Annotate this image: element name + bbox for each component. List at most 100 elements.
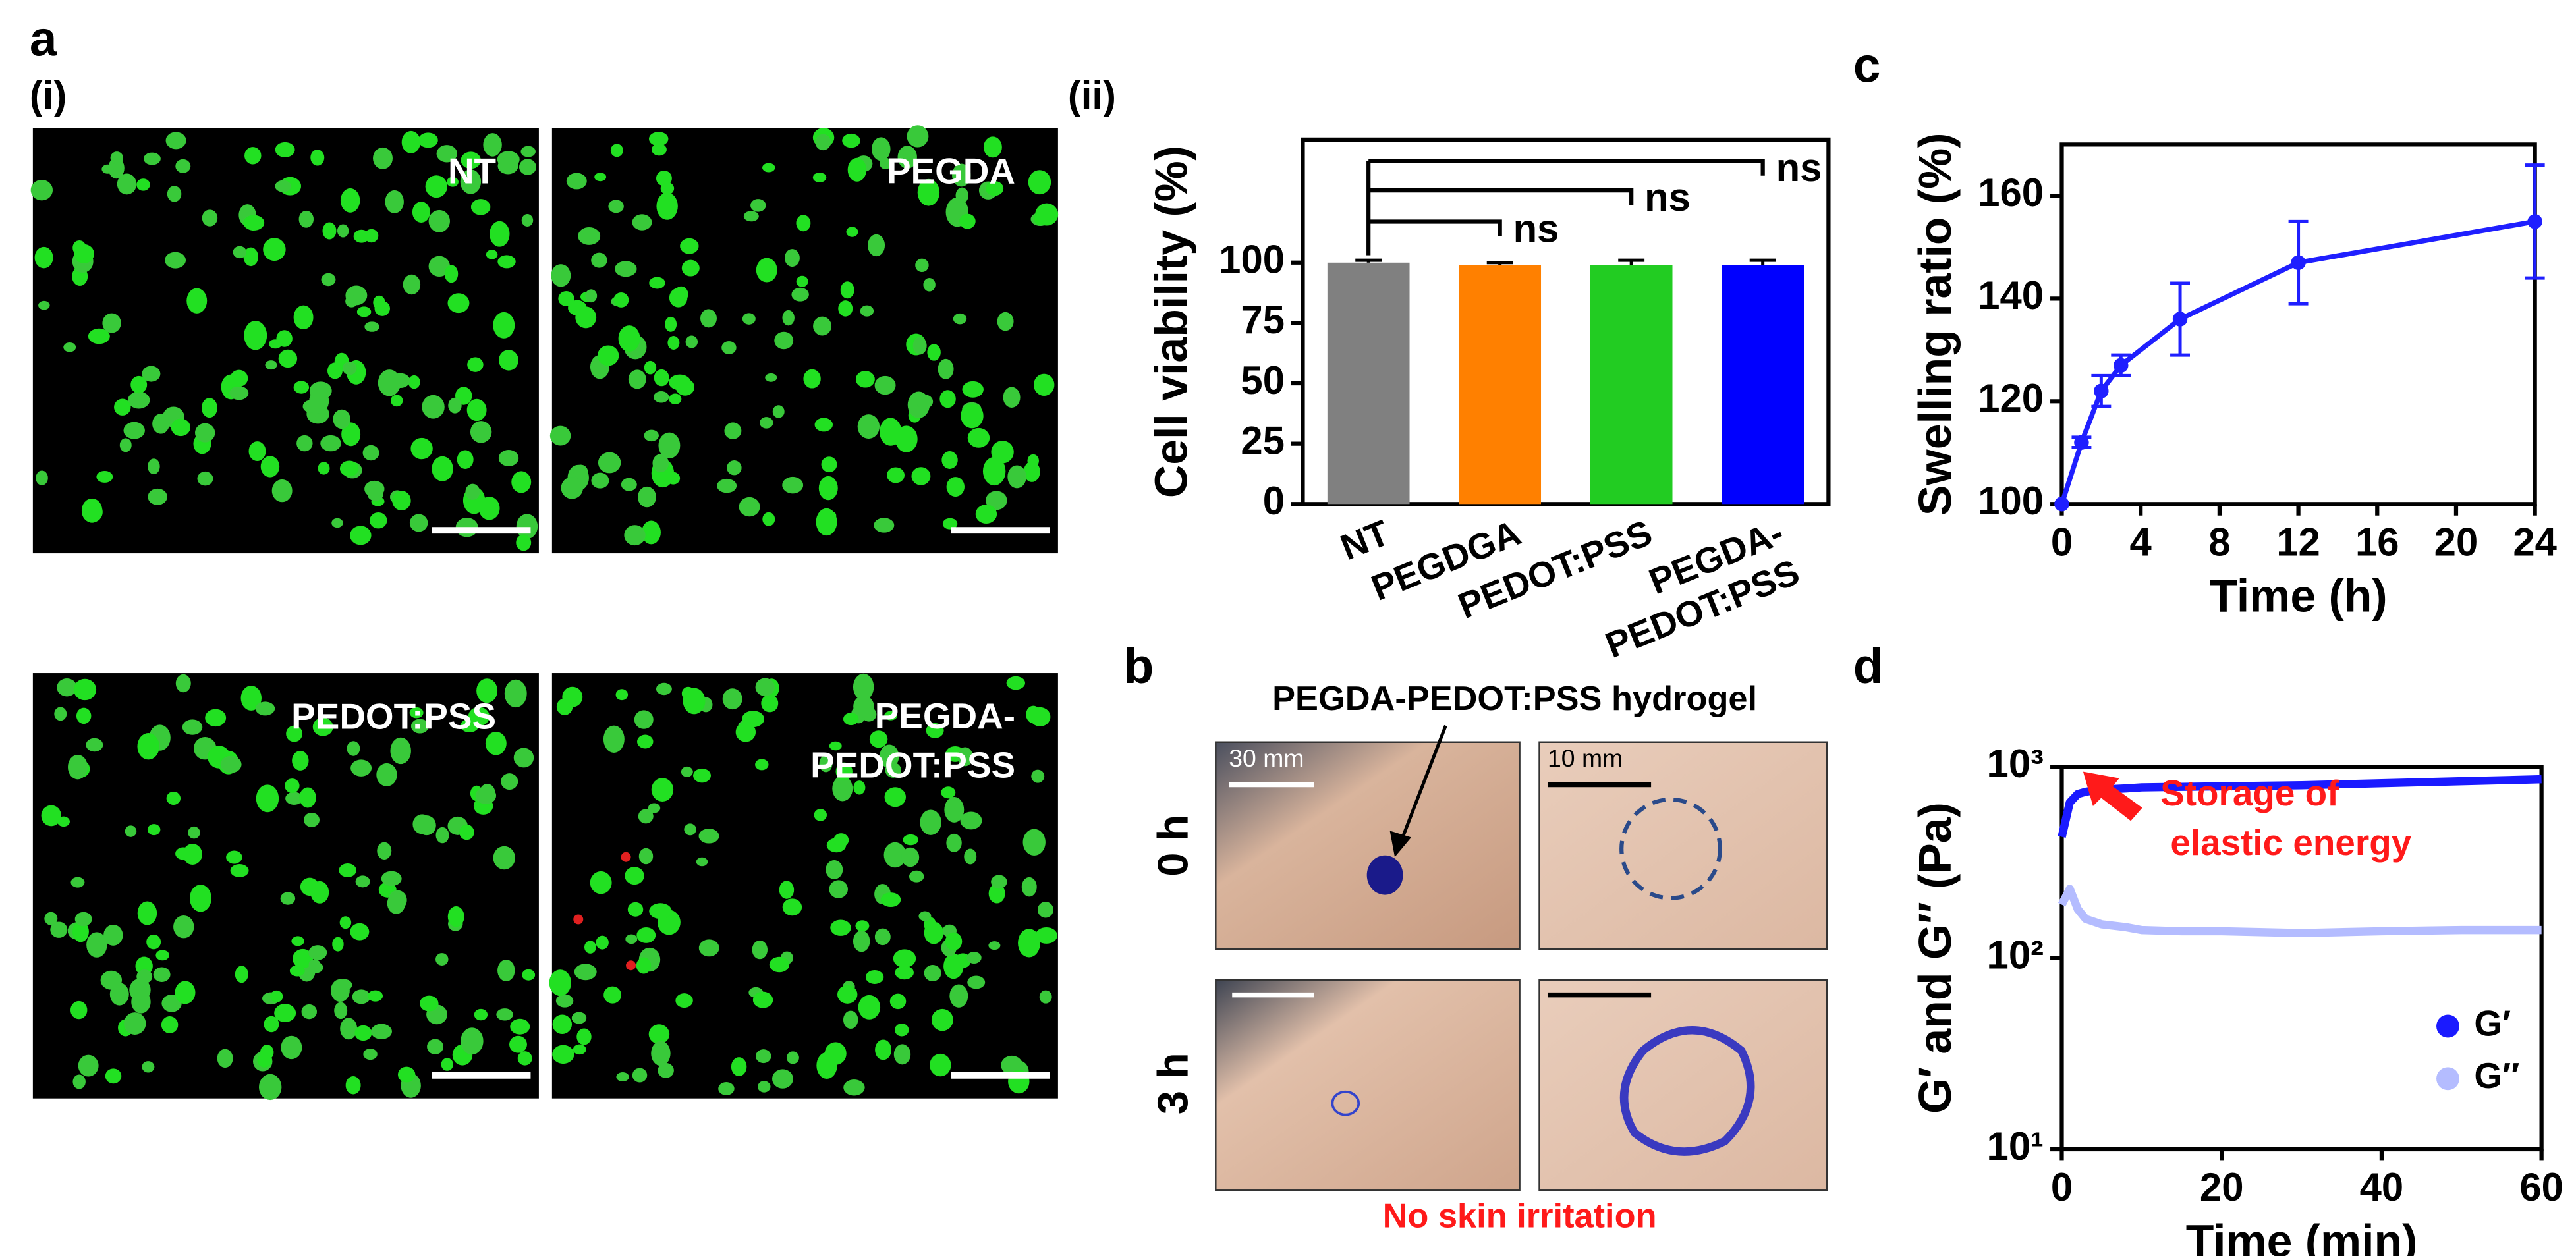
cell bbox=[724, 422, 742, 439]
cell bbox=[964, 848, 977, 865]
row-label: 3 h bbox=[1149, 1052, 1197, 1114]
cell bbox=[293, 948, 314, 969]
cell bbox=[278, 349, 298, 368]
y-tick-label: 140 bbox=[1978, 273, 2044, 317]
cell bbox=[125, 825, 137, 837]
cell bbox=[410, 437, 433, 460]
cell bbox=[923, 278, 936, 292]
cell bbox=[880, 157, 892, 170]
cell bbox=[756, 258, 777, 283]
cell bbox=[330, 979, 350, 1002]
cell bbox=[345, 1076, 361, 1095]
cell bbox=[591, 252, 607, 268]
x-tick-label: 24 bbox=[2513, 520, 2557, 564]
cell bbox=[82, 501, 103, 523]
cell bbox=[855, 920, 870, 932]
cell bbox=[148, 488, 167, 505]
cell bbox=[244, 147, 262, 165]
cell bbox=[197, 471, 213, 486]
cell bbox=[504, 679, 527, 708]
cell bbox=[610, 144, 623, 157]
cell bbox=[837, 985, 858, 1004]
cell bbox=[1037, 902, 1053, 918]
cell bbox=[915, 258, 929, 273]
cell bbox=[136, 178, 150, 191]
cell bbox=[340, 1018, 358, 1040]
caption: No skin irritation bbox=[1383, 1197, 1657, 1235]
cell bbox=[342, 361, 357, 375]
cell bbox=[880, 892, 901, 908]
cell bbox=[1007, 465, 1026, 489]
cell bbox=[651, 143, 667, 156]
cell bbox=[124, 1012, 146, 1035]
cell bbox=[230, 369, 248, 387]
cell bbox=[946, 477, 965, 497]
cell bbox=[782, 898, 802, 916]
cell bbox=[30, 179, 53, 201]
cell bbox=[248, 441, 266, 461]
cell bbox=[625, 934, 638, 944]
cell bbox=[436, 145, 457, 163]
cell bbox=[72, 921, 89, 942]
cell bbox=[44, 912, 58, 925]
cell bbox=[387, 892, 406, 914]
cell bbox=[656, 171, 672, 186]
cell bbox=[275, 180, 291, 192]
cell bbox=[57, 816, 70, 827]
cell bbox=[552, 1014, 573, 1034]
panel-label: c bbox=[1853, 37, 1881, 92]
cell bbox=[243, 247, 258, 267]
cell bbox=[938, 358, 954, 379]
cell bbox=[308, 945, 327, 960]
cell bbox=[681, 686, 695, 701]
outline bbox=[1331, 1090, 1360, 1116]
cell bbox=[409, 707, 424, 719]
cell bbox=[202, 209, 218, 227]
panel-label: (ii) bbox=[1068, 73, 1116, 117]
cell bbox=[983, 136, 1002, 158]
cell bbox=[475, 787, 497, 804]
cell bbox=[590, 871, 612, 894]
x-tick-label: 12 bbox=[2276, 520, 2320, 564]
cell bbox=[428, 256, 451, 277]
cell bbox=[465, 483, 480, 501]
cell bbox=[739, 497, 760, 517]
cell bbox=[835, 762, 853, 781]
cell bbox=[884, 787, 906, 807]
cell bbox=[289, 965, 305, 977]
cell bbox=[353, 229, 370, 243]
cell bbox=[941, 451, 958, 469]
cell bbox=[838, 300, 853, 317]
cell bbox=[944, 797, 965, 823]
annotation: Storage of elastic energy bbox=[2160, 773, 2412, 863]
cell bbox=[624, 525, 646, 546]
cell bbox=[182, 719, 203, 735]
cell bbox=[667, 336, 680, 350]
cell bbox=[1022, 829, 1046, 856]
cell bbox=[136, 969, 153, 984]
cell bbox=[597, 345, 619, 366]
cell bbox=[648, 132, 669, 146]
cell bbox=[791, 287, 809, 302]
cell bbox=[698, 939, 719, 957]
cell bbox=[615, 261, 637, 277]
cell bbox=[86, 738, 103, 752]
cell bbox=[760, 417, 773, 429]
outline bbox=[1619, 797, 1722, 900]
cell bbox=[895, 425, 918, 452]
cell bbox=[941, 786, 956, 799]
cell bbox=[901, 847, 920, 867]
x-tick-label: 40 bbox=[2360, 1165, 2404, 1209]
cell bbox=[412, 202, 430, 223]
cell bbox=[103, 924, 123, 946]
cell bbox=[636, 927, 656, 943]
legend-marker bbox=[2436, 1067, 2459, 1091]
cell bbox=[244, 321, 267, 350]
cell bbox=[490, 221, 510, 247]
cell bbox=[551, 264, 571, 287]
x-tick-label: 8 bbox=[2208, 520, 2230, 564]
legend-marker bbox=[2436, 1014, 2459, 1038]
significance: ns bbox=[1776, 146, 1822, 190]
cell bbox=[743, 211, 759, 222]
cell bbox=[796, 275, 808, 287]
